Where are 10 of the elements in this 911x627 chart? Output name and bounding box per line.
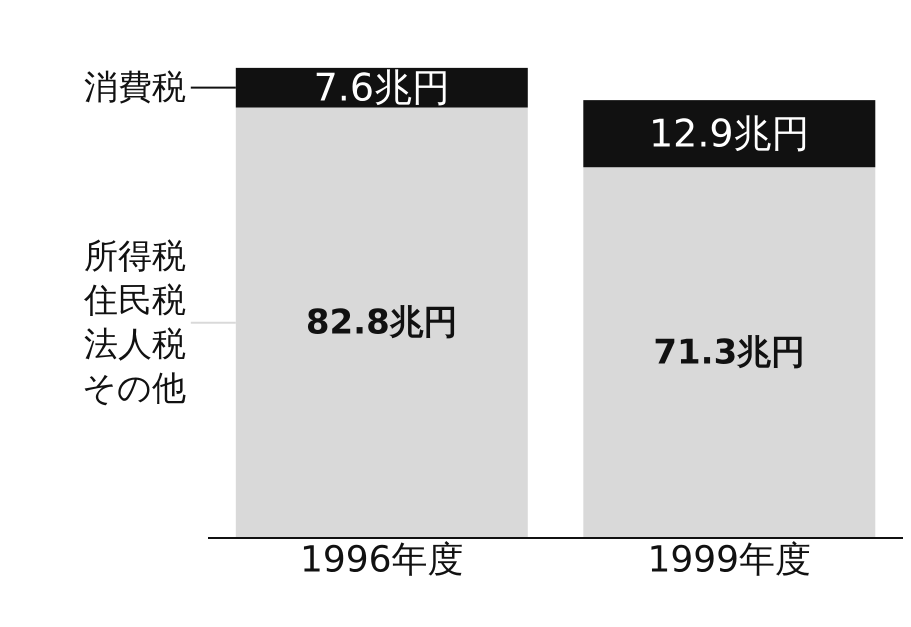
data-label: 7.6兆円: [314, 66, 450, 110]
bar: [583, 100, 876, 168]
x-tick-label: 1999年度: [647, 540, 812, 581]
data-label: 12.9兆円: [648, 112, 810, 156]
data-label: 71.3兆円: [653, 332, 806, 373]
x-tick-label: 1996年度: [300, 540, 464, 581]
bar: [583, 167, 876, 538]
data-label: 82.8兆円: [306, 302, 458, 343]
legend-label: 所得税住民税法人税その他: [82, 236, 186, 409]
legend-label: 消費税: [84, 68, 186, 108]
